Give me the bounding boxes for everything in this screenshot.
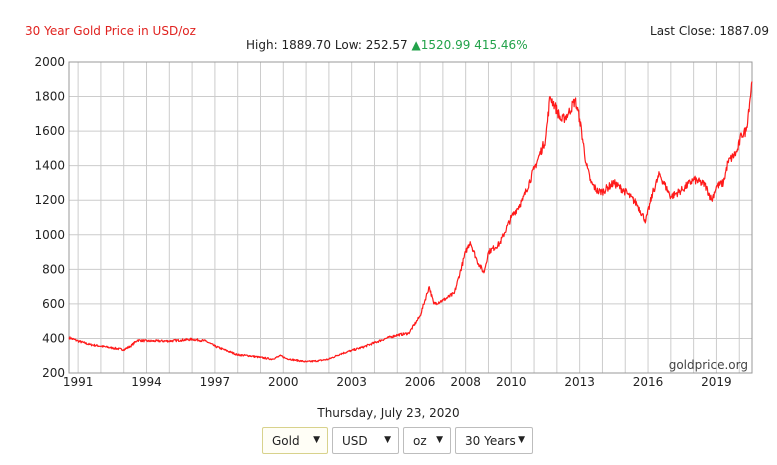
change-value: 1520.99 415.46% xyxy=(420,38,528,52)
chevron-down-icon: ▼ xyxy=(384,435,391,445)
y-tick-label: 400 xyxy=(42,331,65,345)
y-tick-label: 1600 xyxy=(34,124,65,138)
y-tick-label: 1000 xyxy=(34,228,65,242)
y-tick-label: 2000 xyxy=(34,55,65,69)
chevron-down-icon: ▼ xyxy=(518,435,525,445)
y-tick-label: 200 xyxy=(42,366,65,380)
unit-select-value: oz xyxy=(413,433,427,448)
y-tick-label: 1800 xyxy=(34,90,65,104)
y-tick-label: 1400 xyxy=(34,159,65,173)
x-tick-label: 2006 xyxy=(405,375,436,389)
x-tick-label: 2013 xyxy=(564,375,595,389)
currency-select[interactable]: USD ▼ xyxy=(332,427,399,454)
date-label: Thursday, July 23, 2020 xyxy=(317,406,460,420)
x-tick-label: 2016 xyxy=(633,375,664,389)
unit-select[interactable]: oz ▼ xyxy=(403,427,451,454)
x-tick-label: 2010 xyxy=(496,375,527,389)
x-tick-label: 2000 xyxy=(268,375,299,389)
plot-border xyxy=(68,61,753,374)
x-tick-label: 2019 xyxy=(701,375,732,389)
currency-select-value: USD xyxy=(342,433,368,448)
chevron-down-icon: ▼ xyxy=(436,435,443,445)
change-up-icon: ▲ xyxy=(411,38,421,52)
selector-bar: Gold ▼ USD ▼ oz ▼ 30 Years ▼ xyxy=(262,427,537,454)
grid xyxy=(69,61,752,374)
period-select-value: 30 Years xyxy=(465,433,516,448)
axes: 200 400 600 800 1000 1200 1400 1600 1800 2000 1991… xyxy=(34,55,753,389)
y-tick-label: 600 xyxy=(42,297,65,311)
metal-select-value: Gold xyxy=(272,433,300,448)
y-tick-label: 1200 xyxy=(34,193,65,207)
y-tick-label: 800 xyxy=(42,262,65,276)
high-low-text: High: 1889.70 Low: 252.57 xyxy=(246,38,408,52)
price-chart: 200 400 600 800 1000 1200 1400 1600 1800 2000 1991… xyxy=(34,55,753,389)
chevron-down-icon: ▼ xyxy=(313,435,320,445)
x-tick-label: 2008 xyxy=(450,375,481,389)
series-layer xyxy=(68,81,753,363)
chart-title: 30 Year Gold Price in USD/oz xyxy=(25,24,196,38)
x-tick-label: 1997 xyxy=(200,375,231,389)
price-stats: High: 1889.70 Low: 252.57 ▲1520.99 415.4… xyxy=(246,38,528,52)
period-select[interactable]: 30 Years ▼ xyxy=(455,427,533,454)
x-tick-label: 1994 xyxy=(131,375,162,389)
last-close: Last Close: 1887.09 xyxy=(650,24,769,38)
gold-price-line xyxy=(68,81,753,363)
x-tick-label: 1991 xyxy=(63,375,94,389)
metal-select[interactable]: Gold ▼ xyxy=(262,427,328,454)
x-tick-label: 2003 xyxy=(336,375,367,389)
watermark: goldprice.org xyxy=(669,358,748,372)
